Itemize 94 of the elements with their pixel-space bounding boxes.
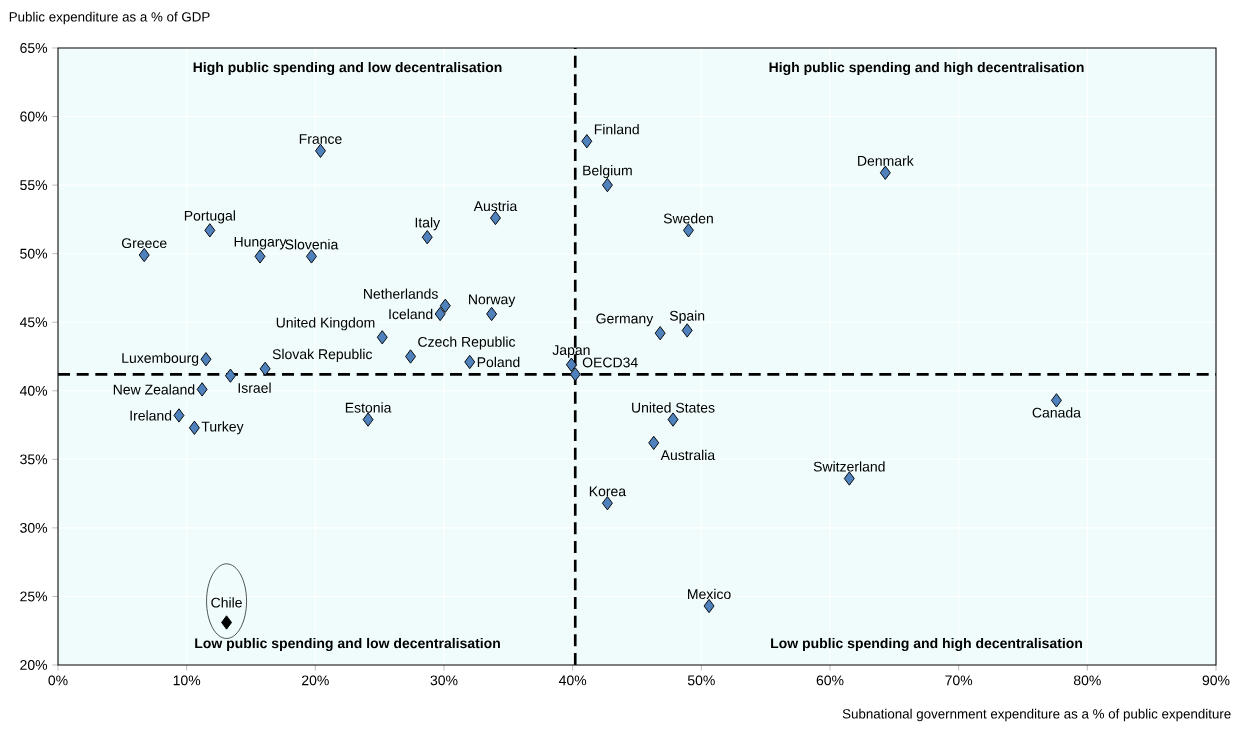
annotation: Israel	[238, 382, 271, 393]
y-tick-label: 65%	[20, 43, 48, 53]
annotation: Hungary	[234, 236, 287, 250]
point	[221, 615, 233, 630]
annotation: Norway	[469, 294, 516, 308]
point	[421, 230, 433, 245]
annotation: Italy	[415, 217, 441, 231]
x-tick-label: 70%	[945, 675, 973, 686]
annotation: Belgium	[583, 165, 632, 179]
point	[259, 361, 271, 376]
annotation: Denmark	[858, 155, 914, 166]
annotation: Low public spending and low decentralisation	[195, 637, 500, 652]
point	[224, 368, 236, 383]
annotation: Greece	[121, 238, 167, 249]
annotation: Low public spending and high decentralisation	[771, 637, 1082, 652]
point	[683, 223, 694, 238]
point	[464, 354, 476, 370]
point	[1050, 393, 1062, 408]
point	[204, 223, 216, 238]
y-tick-label: 40%	[19, 385, 48, 396]
point	[434, 306, 446, 322]
annotation: Chile	[211, 597, 242, 608]
point	[200, 352, 212, 367]
annotation: France	[299, 134, 342, 144]
annotation: Turkey	[201, 421, 244, 435]
annotation: Estonia	[345, 402, 392, 413]
y-tick-label: 60%	[20, 111, 48, 122]
y-tick-label: 20%	[20, 660, 48, 670]
point	[306, 249, 317, 264]
point	[254, 249, 266, 264]
x-tick-label: 0%	[48, 675, 68, 686]
annotation: Australia	[660, 449, 716, 461]
point	[569, 367, 581, 382]
annotation: United States	[632, 402, 715, 413]
point	[188, 420, 200, 435]
x-tick-label: 90%	[1202, 675, 1230, 686]
annotation: Slovak Republic	[272, 348, 373, 362]
point	[315, 143, 326, 158]
x-tick-label: 40%	[558, 675, 587, 686]
annotation: Czech Republic	[418, 336, 516, 350]
annotation: Poland	[477, 356, 520, 368]
annotation: Mexico	[688, 588, 731, 600]
annotation: High public spending and low decentralisation	[193, 61, 502, 76]
point	[362, 412, 374, 427]
point	[654, 326, 666, 341]
y-tick-label: 35%	[20, 454, 48, 465]
point	[405, 349, 417, 364]
annotation: Switzerland	[813, 461, 885, 472]
annotation: Austria	[473, 200, 518, 212]
y-tick-label: 25%	[20, 591, 48, 602]
x-tick-label: 60%	[816, 675, 844, 686]
annotation: Slovenia	[285, 239, 339, 250]
x-tick-label: 30%	[430, 675, 458, 686]
point	[565, 357, 577, 372]
x-tick-label: 10%	[173, 675, 201, 686]
y-tick-label: 30%	[20, 522, 48, 533]
x-tick-label: 50%	[687, 675, 715, 686]
y-axis-title: Public expenditure as a % of GDP	[9, 11, 210, 25]
point	[376, 330, 388, 345]
annotation: Germany	[596, 313, 654, 327]
annotation: Netherlands	[364, 288, 438, 299]
point	[648, 435, 660, 451]
annotation: Japan	[552, 345, 590, 358]
point	[173, 408, 185, 423]
point	[601, 496, 613, 511]
annotation: Ireland	[130, 410, 172, 421]
y-tick-label: 55%	[20, 180, 48, 191]
annotation: Korea	[589, 486, 627, 497]
y-tick-label: 50%	[20, 248, 48, 259]
point	[843, 471, 855, 486]
x-tick-label: 80%	[1073, 675, 1101, 686]
annotation: High public spending and high decentralisation	[769, 61, 1084, 76]
annotation: Sweden	[663, 213, 713, 224]
point	[667, 412, 679, 427]
x-tick-label: 20%	[302, 675, 329, 686]
y-tick-label: 45%	[19, 317, 48, 328]
annotation: Finland	[594, 124, 639, 135]
point	[581, 134, 593, 149]
annotation: Spain	[669, 310, 705, 324]
point	[703, 598, 715, 614]
annotation: Canada	[1032, 407, 1081, 418]
x-axis-title: Subnational government expenditure as a % of public expenditure	[842, 708, 1231, 722]
point	[486, 306, 498, 322]
point	[681, 323, 693, 338]
annotation: Portugal	[184, 210, 235, 224]
point	[138, 247, 150, 263]
annotation: New Zealand	[113, 384, 195, 395]
annotation: United Kingdom	[276, 317, 375, 331]
point	[439, 298, 451, 313]
annotation: Luxembourg	[122, 352, 199, 366]
point	[196, 382, 208, 397]
point	[879, 165, 891, 180]
annotation: Iceland	[389, 308, 433, 320]
annotation: OECD34	[582, 357, 638, 368]
